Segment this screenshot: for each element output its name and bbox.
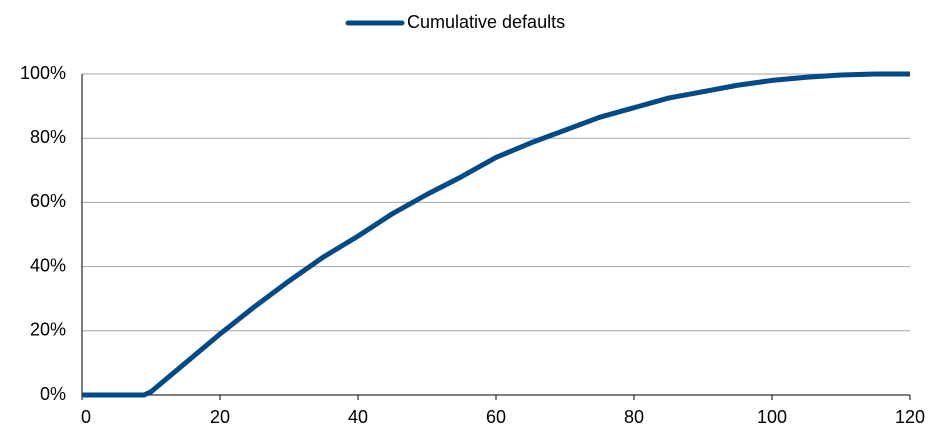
x-tick-label: 60 bbox=[486, 407, 506, 427]
y-tick-label: 0% bbox=[40, 384, 66, 404]
y-tick-label: 80% bbox=[30, 127, 66, 147]
y-tick-label: 100% bbox=[20, 63, 66, 83]
legend-label: Cumulative defaults bbox=[407, 12, 565, 32]
x-tick-label: 20 bbox=[210, 407, 230, 427]
x-tick-label: 120 bbox=[895, 407, 925, 427]
data-line bbox=[82, 71, 910, 398]
y-tick-label: 40% bbox=[30, 255, 66, 275]
y-tick-label: 20% bbox=[30, 320, 66, 340]
x-tick-label: 80 bbox=[624, 407, 644, 427]
x-tick-label: 40 bbox=[348, 407, 368, 427]
y-tick-label: 60% bbox=[30, 191, 66, 211]
x-tick-label: 0 bbox=[81, 407, 91, 427]
x-tick-label: 100 bbox=[757, 407, 787, 427]
